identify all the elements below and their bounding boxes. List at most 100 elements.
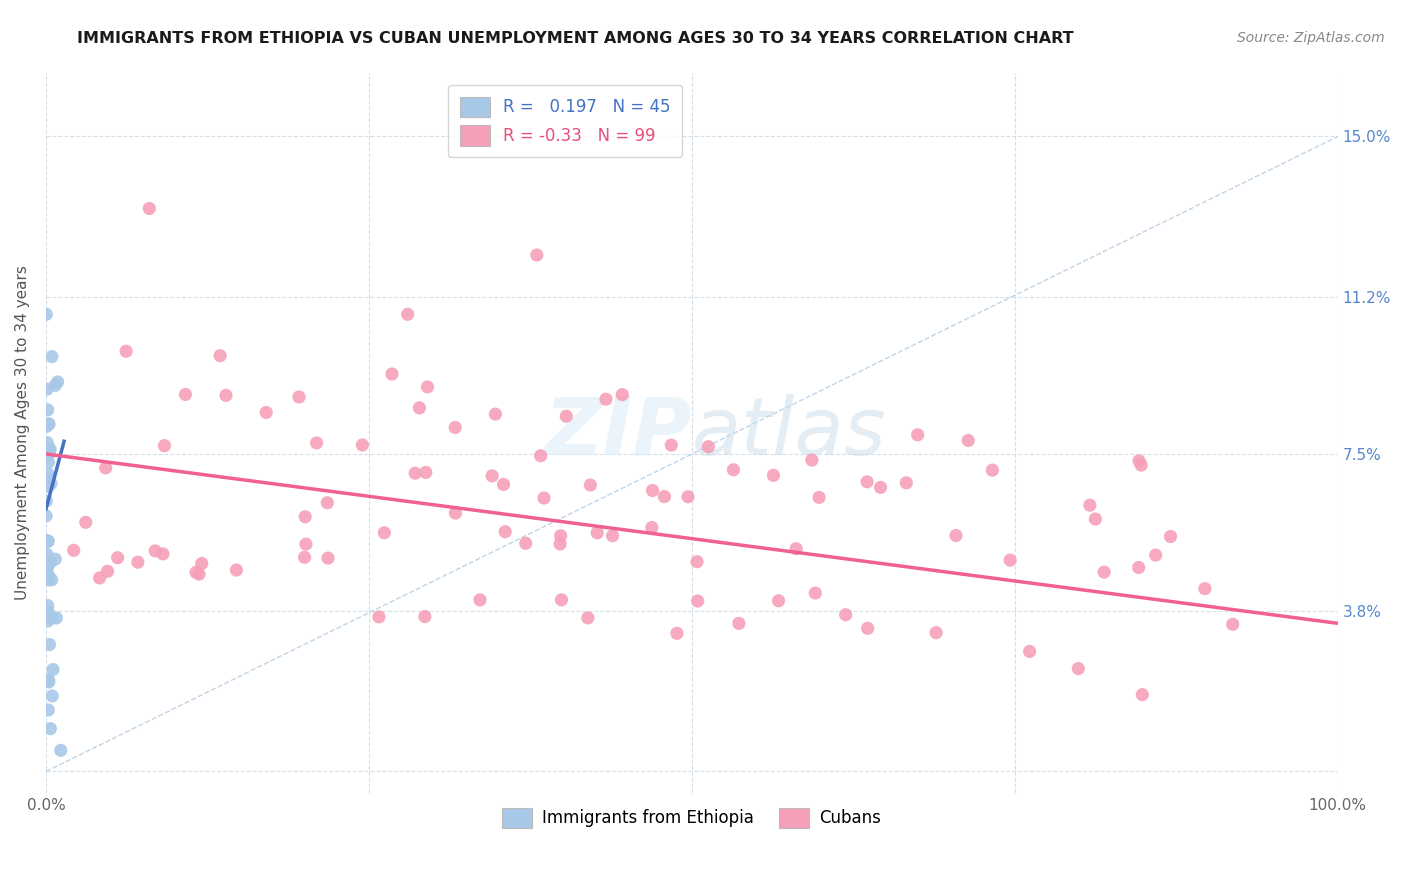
Point bbox=[37, 455, 59, 469]
Point bbox=[37, 417, 59, 432]
Text: atlas: atlas bbox=[692, 393, 887, 472]
Point bbox=[42, 663, 65, 677]
Point bbox=[41, 689, 63, 703]
Point bbox=[37, 403, 59, 417]
Point bbox=[492, 477, 515, 491]
Text: Source: ZipAtlas.com: Source: ZipAtlas.com bbox=[1237, 31, 1385, 45]
Point bbox=[41, 350, 63, 364]
Point bbox=[225, 563, 247, 577]
Point bbox=[686, 594, 709, 608]
Point bbox=[515, 536, 537, 550]
Point bbox=[107, 550, 129, 565]
Point bbox=[1018, 644, 1040, 658]
Point bbox=[35, 307, 58, 321]
Point bbox=[723, 463, 745, 477]
Point bbox=[981, 463, 1004, 477]
Point bbox=[38, 673, 60, 687]
Point bbox=[555, 409, 578, 424]
Point bbox=[676, 490, 699, 504]
Point bbox=[586, 525, 609, 540]
Point bbox=[1067, 661, 1090, 675]
Text: ZIP: ZIP bbox=[544, 393, 692, 472]
Point bbox=[37, 534, 59, 549]
Point bbox=[38, 573, 60, 587]
Point bbox=[612, 387, 634, 401]
Point bbox=[1128, 560, 1150, 574]
Point bbox=[834, 607, 856, 622]
Point bbox=[869, 480, 891, 494]
Point bbox=[62, 543, 84, 558]
Point bbox=[174, 387, 197, 401]
Point bbox=[481, 468, 503, 483]
Point bbox=[37, 435, 59, 450]
Point bbox=[35, 533, 58, 548]
Point bbox=[444, 420, 467, 434]
Point bbox=[41, 611, 63, 625]
Point bbox=[37, 472, 59, 486]
Point bbox=[39, 442, 62, 457]
Point bbox=[1130, 688, 1153, 702]
Point bbox=[152, 547, 174, 561]
Point bbox=[35, 382, 58, 396]
Point bbox=[37, 599, 59, 613]
Point bbox=[654, 490, 676, 504]
Point bbox=[39, 722, 62, 736]
Point bbox=[533, 491, 555, 505]
Point bbox=[998, 553, 1021, 567]
Point bbox=[1078, 498, 1101, 512]
Point bbox=[295, 537, 318, 551]
Point bbox=[550, 592, 572, 607]
Point bbox=[686, 555, 709, 569]
Point bbox=[188, 567, 211, 582]
Point bbox=[37, 479, 59, 493]
Point bbox=[530, 449, 553, 463]
Point bbox=[1160, 529, 1182, 543]
Point bbox=[785, 541, 807, 556]
Point bbox=[41, 573, 63, 587]
Point bbox=[367, 610, 389, 624]
Point bbox=[1222, 617, 1244, 632]
Point bbox=[288, 390, 311, 404]
Point bbox=[38, 638, 60, 652]
Point bbox=[484, 407, 506, 421]
Point bbox=[35, 494, 58, 508]
Point bbox=[37, 561, 59, 575]
Point bbox=[413, 609, 436, 624]
Point bbox=[38, 417, 60, 431]
Point bbox=[75, 516, 97, 530]
Point bbox=[39, 556, 62, 570]
Point bbox=[35, 508, 58, 523]
Point bbox=[184, 566, 207, 580]
Legend: Immigrants from Ethiopia, Cubans: Immigrants from Ethiopia, Cubans bbox=[496, 801, 889, 835]
Point bbox=[37, 606, 59, 620]
Point bbox=[97, 564, 120, 578]
Point bbox=[1144, 548, 1167, 562]
Point bbox=[373, 525, 395, 540]
Point bbox=[35, 547, 58, 561]
Point bbox=[209, 349, 232, 363]
Point bbox=[316, 551, 339, 566]
Point bbox=[800, 453, 823, 467]
Point bbox=[595, 392, 617, 407]
Point bbox=[352, 438, 374, 452]
Point bbox=[316, 496, 339, 510]
Point bbox=[38, 568, 60, 582]
Point bbox=[416, 380, 439, 394]
Point bbox=[494, 524, 516, 539]
Point bbox=[35, 476, 58, 491]
Point bbox=[641, 520, 664, 534]
Point bbox=[728, 616, 751, 631]
Point bbox=[1194, 582, 1216, 596]
Point bbox=[1092, 565, 1115, 579]
Point bbox=[215, 388, 238, 402]
Point bbox=[1130, 458, 1153, 472]
Point bbox=[39, 476, 62, 491]
Point bbox=[143, 544, 166, 558]
Point bbox=[44, 552, 66, 566]
Point bbox=[808, 491, 831, 505]
Text: IMMIGRANTS FROM ETHIOPIA VS CUBAN UNEMPLOYMENT AMONG AGES 30 TO 34 YEARS CORRELA: IMMIGRANTS FROM ETHIOPIA VS CUBAN UNEMPL… bbox=[77, 31, 1074, 46]
Point bbox=[254, 405, 277, 419]
Point bbox=[468, 593, 491, 607]
Point bbox=[153, 439, 176, 453]
Point bbox=[444, 506, 467, 520]
